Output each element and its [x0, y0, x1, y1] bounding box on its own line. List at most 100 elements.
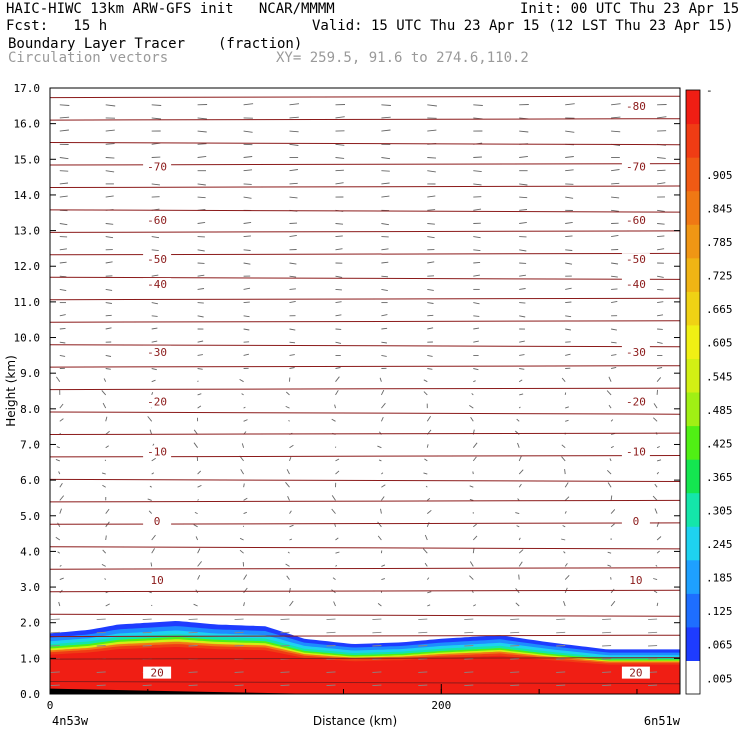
vector-arrow [243, 103, 254, 106]
vector-arrow [427, 236, 435, 239]
colorbar-label: .485 [706, 404, 733, 417]
vector-arrow [335, 143, 345, 146]
colorbar-swatch [686, 90, 700, 125]
vector-arrow [565, 287, 572, 290]
vector-arrow [418, 631, 428, 634]
x-tick-label: 0 [47, 699, 54, 712]
vector-arrow [565, 221, 573, 224]
contour-line [49, 589, 681, 593]
vector-arrow [473, 368, 479, 371]
y-axis-label: Height (km) [4, 355, 18, 426]
contour-label: -30 [147, 346, 167, 359]
vector-arrow [427, 223, 435, 225]
contour-line [49, 478, 681, 482]
vector-arrow [427, 591, 432, 594]
vector-arrow [289, 456, 292, 462]
contour-line [49, 95, 681, 99]
vector-arrow [243, 406, 246, 409]
vector-arrow [335, 248, 343, 251]
vector-arrow [101, 390, 107, 396]
vector-arrow [105, 327, 112, 330]
contour-line [49, 657, 681, 660]
vector-arrow [418, 658, 428, 660]
vector-arrow [335, 564, 338, 567]
vector-arrow [472, 535, 478, 541]
vector-arrow [335, 458, 340, 462]
colorbar-swatch [686, 559, 700, 594]
vector-arrow [608, 404, 612, 409]
vector-arrow [197, 368, 203, 370]
vector-arrow [381, 104, 391, 106]
vector-arrow [243, 301, 250, 304]
vector-arrow [289, 234, 297, 238]
vector-arrow [151, 534, 156, 541]
contour-label: -10 [147, 446, 167, 459]
vector-arrow [59, 565, 62, 567]
vector-arrow [610, 445, 614, 449]
vector-arrow [335, 470, 340, 475]
vector-arrow [105, 157, 115, 159]
vector-arrow [241, 393, 244, 396]
vector-arrow [657, 169, 666, 172]
vector-arrow [510, 684, 520, 687]
vector-arrow [197, 380, 199, 382]
vector-arrow [151, 104, 162, 106]
vector-arrow [606, 469, 612, 475]
vector-arrow [197, 484, 202, 488]
contour-label-bg [621, 395, 650, 408]
vector-arrow [335, 367, 341, 369]
vector-arrow [104, 459, 107, 462]
vector-arrow [565, 419, 569, 422]
vector-arrow [377, 445, 382, 449]
vector-arrow [656, 550, 660, 554]
vector-arrow [105, 445, 109, 449]
y-tick-label: 10.0 [14, 332, 41, 345]
vector-arrow [427, 209, 436, 211]
contour-label-bg [621, 213, 650, 226]
vector-arrow [469, 498, 474, 501]
vector-arrow [243, 183, 252, 185]
vector-arrow [234, 645, 244, 647]
vector-arrow [59, 195, 68, 198]
contour-line [49, 276, 681, 280]
vector-arrow [556, 658, 566, 660]
vector-arrow [147, 498, 152, 501]
vector-arrow [287, 551, 290, 554]
vector-arrow [381, 564, 386, 567]
contour-label: -40 [147, 278, 167, 291]
colorbar-swatch [686, 660, 700, 695]
vector-arrow [377, 535, 382, 541]
vector-arrow [565, 103, 575, 106]
x-end-label-left: 4n53w [52, 714, 89, 728]
vector-arrow [332, 577, 336, 580]
vector-arrow [611, 182, 620, 185]
vector-arrow [105, 535, 107, 541]
vector-arrow [427, 195, 436, 198]
plot-frame [49, 87, 681, 695]
vector-arrow [335, 157, 345, 159]
vector-arrow [652, 495, 658, 501]
vector-arrow [59, 104, 70, 106]
vector-arrow [377, 603, 382, 607]
vector-arrow [243, 511, 247, 515]
vector-arrow [188, 684, 198, 687]
vector-arrow [96, 618, 106, 621]
vector-arrow [280, 631, 290, 634]
vector-arrow [427, 509, 432, 514]
vector-arrow [96, 671, 106, 673]
vector-arrow [510, 631, 520, 634]
vector-arrow [105, 354, 112, 357]
vector-arrow [565, 156, 574, 158]
vector-arrow [519, 340, 525, 343]
vector-arrow [610, 509, 616, 514]
vector-arrow [611, 116, 621, 119]
vector-arrow [243, 130, 253, 133]
vector-arrow [149, 485, 152, 488]
colorbar-swatch [686, 492, 700, 527]
vector-arrow [285, 405, 290, 409]
valid-time: Valid: 15 UTC Thu 23 Apr 15 (12 LST Thu … [312, 18, 734, 34]
vector-arrow [239, 379, 244, 383]
vector-arrow [197, 561, 202, 567]
vector-arrow [193, 603, 198, 607]
